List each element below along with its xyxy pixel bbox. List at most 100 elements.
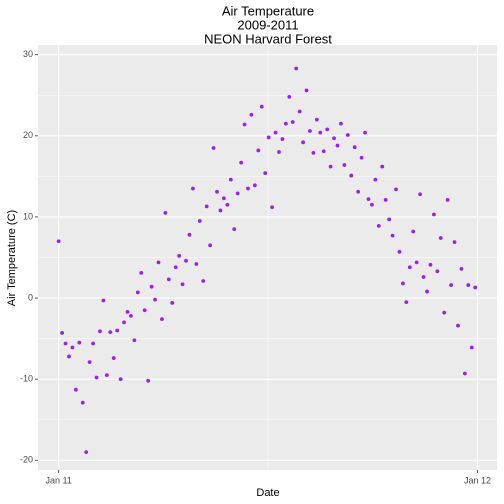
- point: [401, 281, 405, 286]
- point: [111, 356, 116, 360]
- point: [122, 320, 126, 325]
- point: [311, 150, 316, 155]
- point: [473, 285, 478, 290]
- point: [249, 112, 254, 117]
- point: [98, 329, 102, 334]
- point: [156, 260, 161, 265]
- point: [228, 177, 233, 182]
- point: [345, 133, 350, 137]
- point: [380, 164, 385, 169]
- point: [352, 145, 357, 150]
- point: [277, 150, 281, 154]
- point: [425, 289, 429, 294]
- point: [407, 265, 412, 270]
- point: [339, 121, 343, 126]
- point: [187, 232, 192, 237]
- x-axis-label: Date: [256, 487, 279, 499]
- point: [325, 127, 330, 132]
- point: [177, 253, 182, 258]
- point: [63, 341, 68, 346]
- chart-title: NEON Harvard Forest: [204, 31, 332, 46]
- point: [225, 202, 230, 207]
- y-axis-label: Air Temperature (C): [6, 210, 18, 306]
- point: [135, 290, 140, 295]
- point: [87, 360, 92, 365]
- point: [146, 378, 151, 383]
- point: [211, 146, 216, 150]
- point: [466, 283, 471, 287]
- point: [376, 223, 381, 228]
- point: [221, 196, 226, 201]
- point: [456, 323, 460, 328]
- point: [469, 345, 474, 350]
- point: [91, 341, 95, 346]
- point: [421, 275, 426, 279]
- point: [166, 277, 171, 282]
- point: [442, 310, 447, 315]
- point: [462, 371, 467, 376]
- point: [287, 95, 292, 99]
- point: [318, 130, 323, 135]
- point: [387, 217, 392, 222]
- point: [194, 262, 199, 266]
- point: [308, 129, 312, 133]
- point: [132, 338, 137, 343]
- point: [129, 313, 133, 318]
- point: [349, 173, 354, 178]
- point: [180, 282, 185, 287]
- y-tick-label: 10: [23, 211, 33, 221]
- point: [70, 345, 75, 350]
- point: [404, 300, 409, 305]
- point: [383, 198, 388, 202]
- point: [273, 130, 278, 135]
- point: [242, 122, 247, 127]
- point: [153, 297, 157, 302]
- point: [366, 197, 371, 202]
- point: [73, 387, 78, 392]
- point: [204, 204, 209, 209]
- point: [294, 66, 299, 71]
- point: [101, 298, 106, 303]
- point: [297, 109, 302, 114]
- point: [335, 143, 340, 148]
- point: [411, 229, 416, 234]
- point: [290, 120, 295, 124]
- point: [321, 149, 326, 154]
- point: [173, 265, 178, 270]
- point: [452, 240, 457, 244]
- point: [108, 330, 113, 335]
- point: [235, 191, 240, 196]
- point: [431, 212, 436, 217]
- point: [239, 160, 244, 165]
- x-tick-label: Jan 11: [45, 475, 71, 485]
- point: [373, 177, 378, 182]
- point: [435, 269, 440, 274]
- point: [445, 198, 450, 202]
- point: [80, 400, 85, 405]
- point: [394, 187, 398, 192]
- point: [208, 243, 213, 248]
- point: [142, 308, 147, 313]
- point: [328, 164, 333, 169]
- y-tick-label: -10: [20, 374, 33, 384]
- point: [390, 233, 395, 238]
- point: [428, 262, 433, 267]
- chart-title: 2009-2011: [237, 17, 298, 32]
- point: [414, 260, 419, 265]
- point: [359, 155, 364, 160]
- point: [397, 249, 402, 254]
- point: [438, 236, 443, 240]
- point: [191, 186, 195, 191]
- point: [449, 283, 453, 287]
- point: [56, 239, 61, 244]
- point: [60, 331, 64, 335]
- point: [118, 377, 123, 382]
- point: [266, 135, 271, 140]
- y-tick-label: 20: [23, 130, 33, 140]
- point: [301, 140, 305, 145]
- point: [270, 205, 274, 210]
- point: [259, 104, 264, 109]
- point: [197, 219, 202, 223]
- point: [84, 450, 89, 455]
- point: [201, 279, 206, 283]
